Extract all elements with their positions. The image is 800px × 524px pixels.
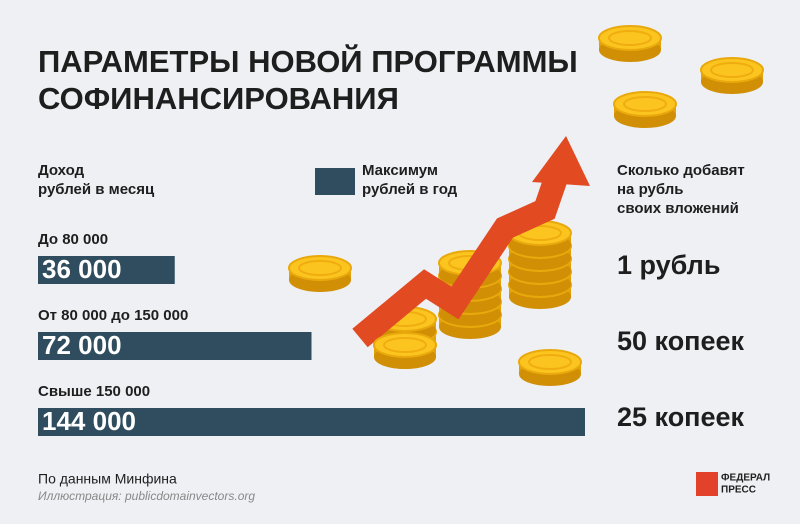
coin-face <box>373 332 437 358</box>
value-label: 144 000 <box>42 406 136 436</box>
decoration <box>288 25 764 386</box>
category-label: От 80 000 до 150 000 <box>38 307 188 324</box>
legend-label: Максимум <box>362 162 438 179</box>
credit: Иллюстрация: publicdomainvectors.org <box>38 489 255 503</box>
match-header: своих вложений <box>617 200 739 217</box>
coin-face <box>613 91 677 117</box>
coin-inner <box>623 96 667 112</box>
category-header: Доход <box>38 162 85 179</box>
coin-inner <box>528 354 572 370</box>
legend-label: рублей в год <box>362 181 458 198</box>
match-label: 25 копеек <box>617 402 745 432</box>
source: По данным Минфина <box>38 471 177 487</box>
legend-swatch <box>315 168 355 195</box>
bar <box>38 408 585 436</box>
logo-text: ПРЕСС <box>721 485 756 496</box>
match-header: на рубль <box>617 181 684 198</box>
logo-mark <box>696 472 718 496</box>
match-label: 50 копеек <box>617 326 745 356</box>
category-label: До 80 000 <box>38 231 108 248</box>
coin-inner <box>298 260 342 276</box>
chart-title: СОФИНАНСИРОВАНИЯ <box>38 81 399 116</box>
coin-face <box>700 57 764 83</box>
arrow-body <box>352 174 568 348</box>
coin-face <box>598 25 662 51</box>
arrow-head <box>532 136 590 186</box>
chart-title: ПАРАМЕТРЫ НОВОЙ ПРОГРАММЫ <box>38 43 578 79</box>
category-header: рублей в месяц <box>38 181 155 198</box>
coin-inner <box>608 30 652 46</box>
coin-face <box>518 349 582 375</box>
bar <box>38 332 312 360</box>
coin-face <box>288 255 352 281</box>
value-label: 36 000 <box>42 254 122 284</box>
coin-inner <box>710 62 754 78</box>
value-label: 72 000 <box>42 330 122 360</box>
match-label: 1 рубль <box>617 250 720 280</box>
coin-inner <box>383 337 427 353</box>
bar <box>38 256 175 284</box>
logo-text: ФЕДЕРАЛ <box>721 473 770 484</box>
match-header: Сколько добавят <box>617 162 745 179</box>
category-label: Свыше 150 000 <box>38 383 150 400</box>
